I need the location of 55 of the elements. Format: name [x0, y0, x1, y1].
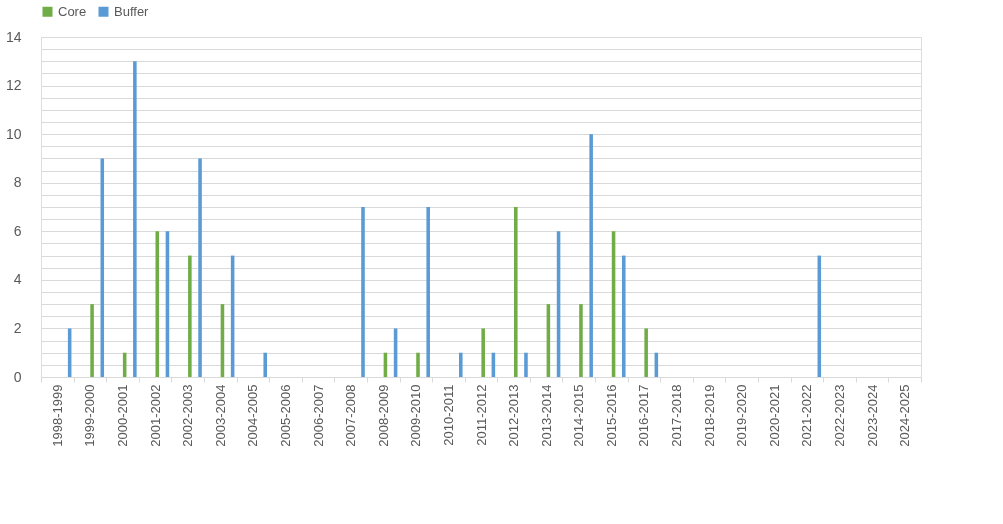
bar — [361, 207, 365, 377]
bar — [579, 304, 583, 377]
x-tick-label: 2023-2024 — [864, 384, 880, 447]
x-tick-label: 2014-2015 — [571, 384, 587, 447]
x-tick-label: 2010-2011 — [440, 384, 456, 446]
x-tick-label: 2019-2020 — [734, 384, 750, 447]
bar — [198, 158, 202, 377]
x-tick-label: 2018-2019 — [701, 384, 717, 447]
bar — [524, 352, 528, 377]
x-tick-label: 2020-2021 — [766, 384, 782, 447]
x-tick-label: 2016-2017 — [636, 384, 652, 447]
x-tick-label: 2008-2009 — [375, 384, 391, 447]
bar — [100, 158, 105, 377]
x-tick-label: 2003-2004 — [212, 384, 228, 447]
legend-label: Core — [58, 3, 87, 19]
x-tick-label: 2001-2002 — [147, 384, 163, 447]
x-tick-label: 2015-2016 — [603, 384, 619, 447]
x-tick-label: 2007-2008 — [343, 384, 359, 447]
x-tick-label: 2024-2025 — [897, 384, 913, 447]
x-tick-label: 2013-2014 — [538, 384, 554, 447]
y-tick-label: 14 — [5, 28, 22, 45]
y-tick-label: 12 — [5, 77, 22, 94]
bar — [155, 231, 160, 377]
x-tick-label: 2021-2022 — [799, 384, 815, 447]
bar — [133, 61, 137, 377]
bar — [589, 134, 593, 377]
bar — [621, 255, 626, 377]
x-tick-label: 1998-1999 — [49, 384, 65, 447]
x-tick-label: 2000-2001 — [114, 384, 130, 447]
x-tick-label: 1999-2000 — [82, 384, 98, 447]
y-tick-label: 10 — [5, 125, 22, 142]
x-tick-label: 2011-2012 — [473, 384, 489, 446]
y-tick-label: 6 — [13, 222, 22, 239]
bar — [416, 352, 420, 377]
x-tick-label: 2009-2010 — [408, 384, 424, 447]
bar — [188, 255, 192, 377]
y-tick-label: 0 — [13, 368, 22, 385]
bar — [514, 207, 518, 377]
x-tick-label: 2005-2006 — [277, 384, 293, 447]
x-tick-label: 2022-2023 — [832, 384, 848, 447]
bar — [263, 352, 268, 377]
bar — [426, 207, 430, 377]
bar — [481, 328, 485, 377]
x-tick-label: 2002-2003 — [180, 384, 196, 447]
x-tick-label: 2004-2005 — [245, 384, 261, 447]
bar — [459, 352, 463, 377]
y-tick-label: 4 — [13, 271, 22, 288]
x-tick-label: 2012-2013 — [506, 384, 522, 447]
legend-label: Buffer — [114, 3, 150, 19]
x-tick-label: 2017-2018 — [669, 384, 685, 447]
bar — [644, 328, 648, 377]
y-tick-label: 2 — [13, 319, 22, 336]
x-tick-label: 2006-2007 — [310, 384, 326, 447]
bar — [90, 304, 94, 377]
y-tick-label: 8 — [13, 174, 22, 191]
